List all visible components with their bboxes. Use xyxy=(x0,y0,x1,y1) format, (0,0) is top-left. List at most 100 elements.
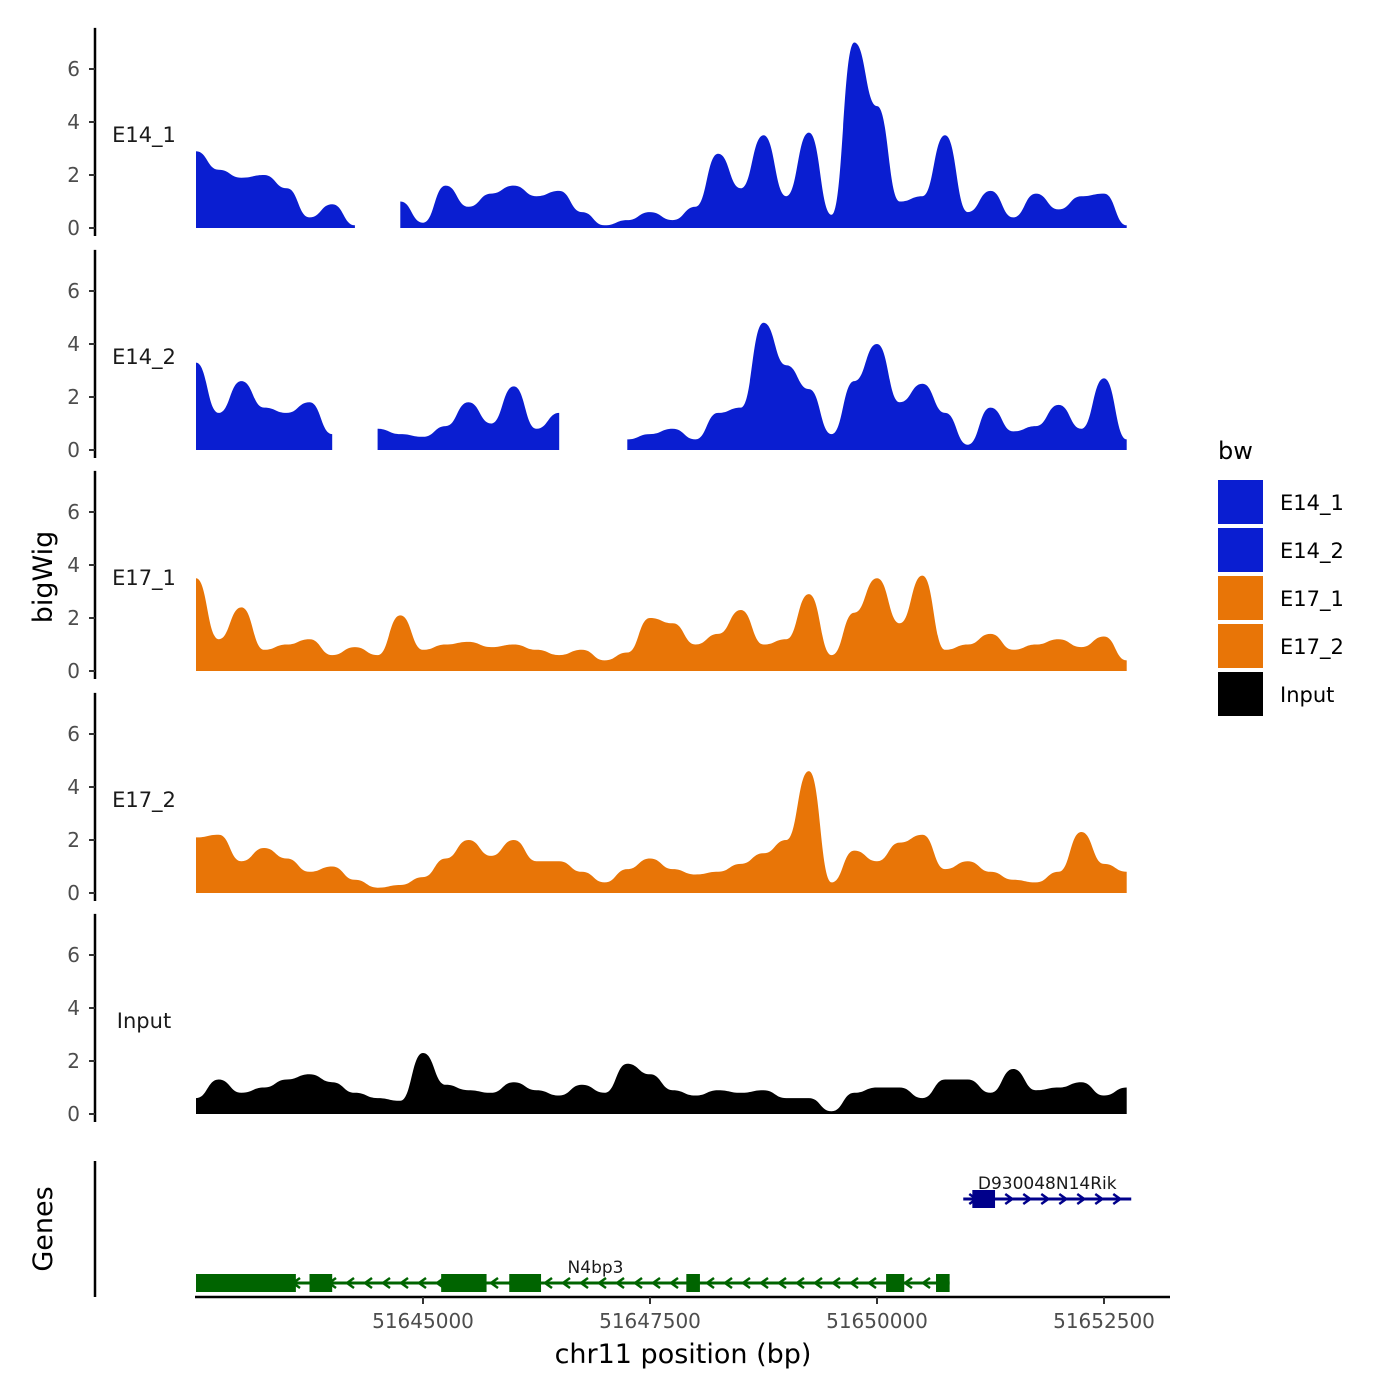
legend-swatch xyxy=(1218,672,1263,716)
gene-exon xyxy=(509,1274,542,1292)
strand-arrow xyxy=(488,1276,499,1290)
legend-item: E17_2 xyxy=(1218,624,1344,668)
track-E17_2: 0 2 4 6 E17_2 xyxy=(67,692,1127,905)
legend-item: E17_1 xyxy=(1218,576,1344,620)
gene-label: N4bp3 xyxy=(568,1258,624,1278)
coverage-area-E14_2 xyxy=(627,322,1127,450)
strand-arrow xyxy=(830,1276,841,1290)
gene-exon xyxy=(441,1274,487,1292)
strand-arrow xyxy=(1022,1192,1033,1206)
gene-N4bp3: N4bp3 xyxy=(196,1258,950,1292)
coverage-area-E14_1 xyxy=(196,151,355,228)
x-tick-label: 51652500 xyxy=(1053,1309,1155,1333)
bigwig-tracks: 0 2 4 6 E14_1 0 2 4 6 E14_2 0 2 4 6 E17_1 0 2 4 6 E17_2 0 2 4 6… xyxy=(67,27,1127,1126)
track-Input: 0 2 4 6 Input xyxy=(67,913,1127,1126)
legend-item: Input xyxy=(1218,672,1334,716)
gene-D930048N14Rik: D930048N14Rik xyxy=(963,1174,1132,1208)
strand-arrow xyxy=(866,1276,877,1290)
strand-arrow xyxy=(722,1276,733,1290)
strand-arrow xyxy=(398,1276,409,1290)
strand-arrow xyxy=(794,1276,805,1290)
x-tick-label: 51650000 xyxy=(826,1309,928,1333)
legend: bw E14_1 E14_2 E17_1 E17_2 Input xyxy=(1218,437,1344,716)
legend-label: E14_1 xyxy=(1280,491,1344,516)
strand-arrow xyxy=(1040,1192,1051,1206)
strand-arrow xyxy=(812,1276,823,1290)
legend-swatch xyxy=(1218,480,1263,524)
track-E17_1: 0 2 4 6 E17_1 xyxy=(67,470,1127,683)
y-tick-label: 0 xyxy=(67,216,80,240)
genes-track: N4bp3 D930048N14Rik xyxy=(93,1161,1132,1297)
y-tick-label: 6 xyxy=(67,279,80,303)
x-axis-title: chr11 position (bp) xyxy=(555,1339,812,1370)
y-tick-label: 0 xyxy=(67,659,80,683)
strand-arrow xyxy=(542,1276,553,1290)
y-tick-label: 0 xyxy=(67,438,80,462)
y-tick-label: 2 xyxy=(67,828,80,852)
strand-arrow xyxy=(1112,1192,1123,1206)
y-tick-label: 4 xyxy=(67,775,80,799)
y-tick-label: 6 xyxy=(67,722,80,746)
gene-exon xyxy=(686,1274,700,1292)
y-tick-label: 2 xyxy=(67,606,80,630)
gene-exon xyxy=(309,1274,333,1292)
y-tick-label: 4 xyxy=(67,110,80,134)
strand-arrow xyxy=(902,1276,913,1290)
gene-exon xyxy=(936,1274,950,1292)
strand-arrow xyxy=(632,1276,643,1290)
y-tick-label: 2 xyxy=(67,1049,80,1073)
y-tick-label: 4 xyxy=(67,996,80,1020)
strand-arrow xyxy=(416,1276,427,1290)
strand-arrow xyxy=(848,1276,859,1290)
y-tick-label: 0 xyxy=(67,1102,80,1126)
y-tick-label: 6 xyxy=(67,500,80,524)
gene-label: D930048N14Rik xyxy=(978,1174,1117,1194)
strand-arrow xyxy=(1076,1192,1087,1206)
track-label: E14_1 xyxy=(112,123,176,148)
y-tick-label: 2 xyxy=(67,163,80,187)
y-tick-label: 4 xyxy=(67,332,80,356)
legend-label: Input xyxy=(1280,683,1334,707)
strand-arrow xyxy=(650,1276,661,1290)
strand-arrow xyxy=(704,1276,715,1290)
strand-arrow xyxy=(758,1276,769,1290)
track-E14_1: 0 2 4 6 E14_1 xyxy=(67,27,1127,240)
strand-arrow xyxy=(560,1276,571,1290)
y-tick-label: 4 xyxy=(67,553,80,577)
legend-swatch xyxy=(1218,624,1263,668)
strand-arrow xyxy=(380,1276,391,1290)
strand-arrow xyxy=(668,1276,679,1290)
legend-swatch xyxy=(1218,576,1263,620)
gene-exon xyxy=(196,1274,296,1292)
strand-arrow xyxy=(740,1276,751,1290)
y-tick-label: 2 xyxy=(67,385,80,409)
track-label: E14_2 xyxy=(112,345,176,370)
coverage-area-E14_1 xyxy=(400,42,1127,228)
coverage-area-Input xyxy=(196,1053,1127,1114)
strand-arrow xyxy=(1004,1192,1015,1206)
legend-item: E14_1 xyxy=(1218,480,1344,524)
y-tick-label: 6 xyxy=(67,943,80,967)
y-axis-title: bigWig xyxy=(28,531,59,624)
track-E14_2: 0 2 4 6 E14_2 xyxy=(67,249,1127,462)
strand-arrow xyxy=(920,1276,931,1290)
x-axis: 51645000 51647500 51650000 51652500 xyxy=(195,1295,1170,1333)
legend-label: E14_2 xyxy=(1280,539,1344,564)
strand-arrow xyxy=(1094,1192,1105,1206)
strand-arrow xyxy=(362,1276,373,1290)
coverage-area-E17_2 xyxy=(196,771,1127,893)
strand-arrow xyxy=(596,1276,607,1290)
legend-item: E14_2 xyxy=(1218,528,1344,572)
track-label: E17_1 xyxy=(112,566,176,591)
legend-title: bw xyxy=(1218,437,1253,465)
y-tick-label: 0 xyxy=(67,881,80,905)
gene-exon xyxy=(972,1190,996,1208)
x-tick-label: 51647500 xyxy=(599,1309,701,1333)
coverage-area-E14_2 xyxy=(196,362,333,450)
gene-exon xyxy=(886,1274,905,1292)
x-tick-label: 51645000 xyxy=(372,1309,474,1333)
legend-swatch xyxy=(1218,528,1263,572)
strand-arrow xyxy=(1058,1192,1069,1206)
strand-arrow xyxy=(776,1276,787,1290)
